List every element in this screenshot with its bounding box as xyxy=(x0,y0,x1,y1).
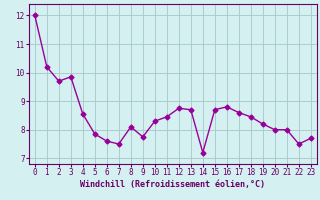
X-axis label: Windchill (Refroidissement éolien,°C): Windchill (Refroidissement éolien,°C) xyxy=(80,180,265,189)
